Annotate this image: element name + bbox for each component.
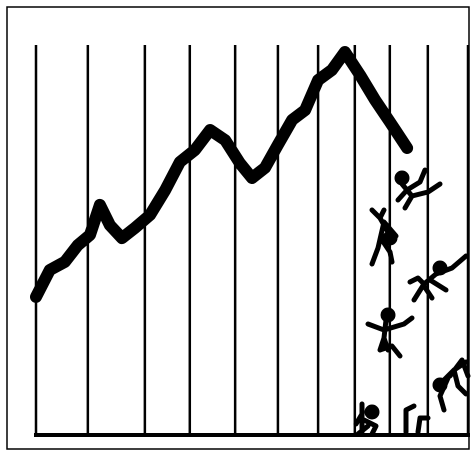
stick-figure <box>353 401 380 437</box>
falling-figures <box>353 167 471 437</box>
stick-figure <box>407 253 469 303</box>
stick-figure <box>432 357 471 413</box>
stick-figure <box>365 307 415 359</box>
stick-figure <box>403 403 431 435</box>
data-line <box>30 46 414 303</box>
frame <box>6 6 470 450</box>
stick-figure <box>369 207 399 267</box>
stick-figure <box>394 167 443 211</box>
